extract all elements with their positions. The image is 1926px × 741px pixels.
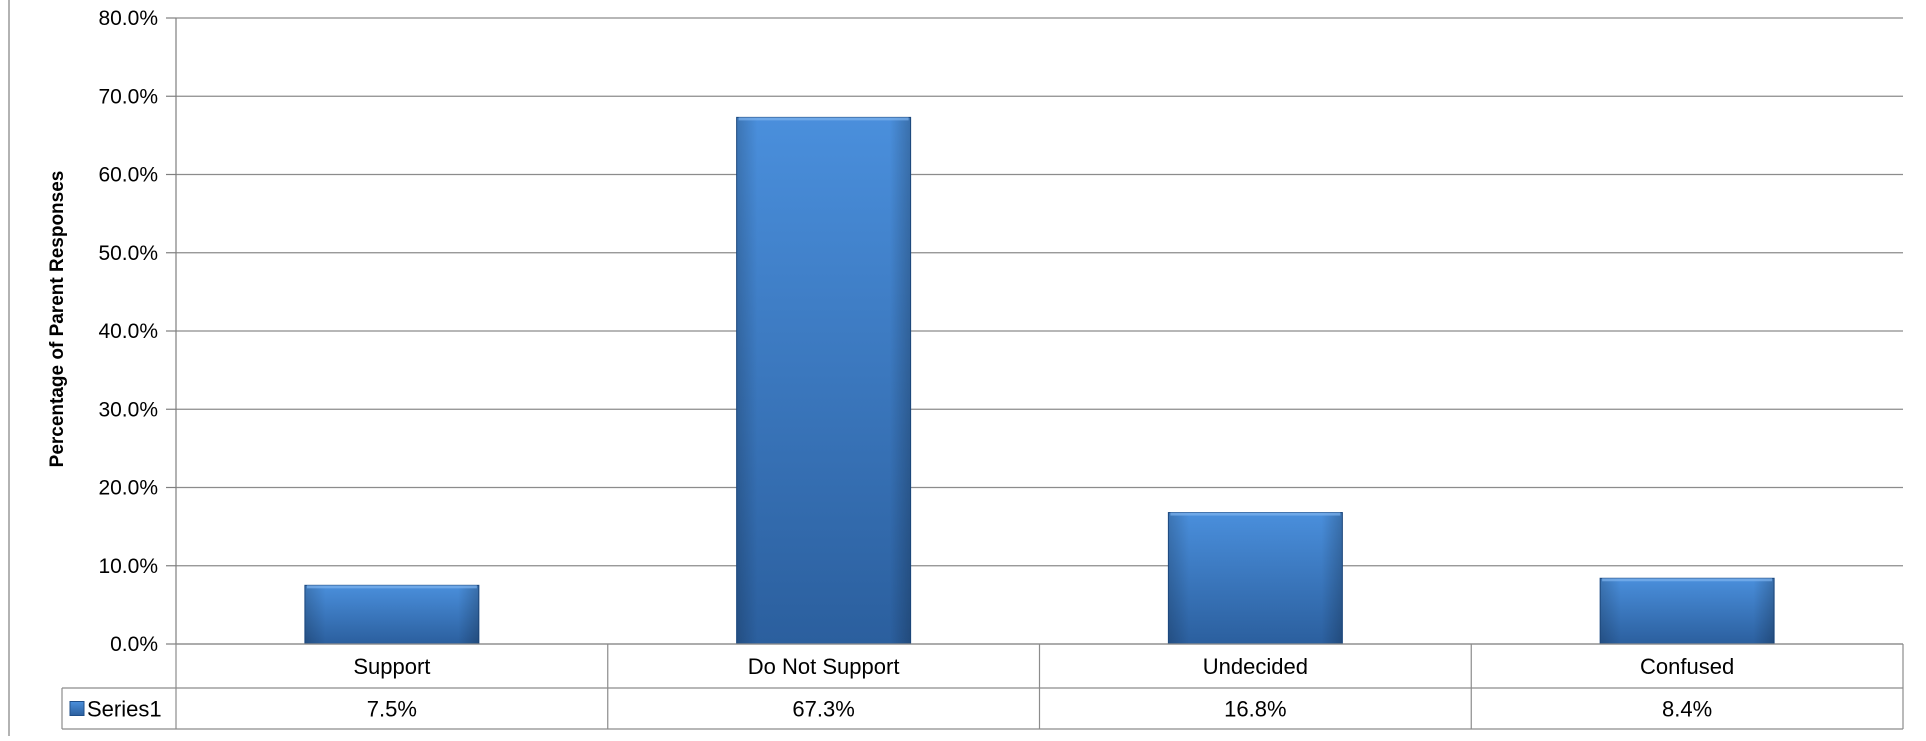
y-tick-label: 60.0% xyxy=(98,164,158,187)
y-tick-label: 0.0% xyxy=(110,633,158,656)
y-axis-label: Percentage of Parent Responses xyxy=(47,171,68,468)
bar-shade xyxy=(736,117,911,644)
data-value-label: 8.4% xyxy=(1662,697,1712,722)
y-tick-label: 40.0% xyxy=(98,320,158,343)
y-tick-label: 70.0% xyxy=(98,85,158,108)
bar-shade xyxy=(1168,512,1343,644)
category-label: Confused xyxy=(1640,654,1734,679)
y-tick-label: 80.0% xyxy=(98,7,158,30)
category-label: Support xyxy=(353,654,430,679)
y-axis-ticks: 0.0% 10.0% 20.0% 30.0% 40.0% 50.0% 60.0% 70.0% 8… xyxy=(98,7,177,656)
bar-shade xyxy=(304,585,479,644)
legend-swatch xyxy=(69,701,85,716)
y-tick-label: 20.0% xyxy=(98,477,158,500)
bar-shade xyxy=(1600,578,1775,644)
bar-highlight xyxy=(306,585,477,589)
legend-series-label: Series1 xyxy=(87,697,162,722)
category-label: Undecided xyxy=(1203,654,1308,679)
data-table: Support 7.5% Do Not Support 67.3% Undecided 1… xyxy=(61,643,1904,730)
category-label: Do Not Support xyxy=(748,654,900,679)
y-tick-label: 10.0% xyxy=(98,555,158,578)
y-tick-label: 50.0% xyxy=(98,242,158,265)
bar-highlight xyxy=(738,117,909,121)
data-value-label: 7.5% xyxy=(367,697,417,722)
data-value-label: 67.3% xyxy=(792,697,854,722)
bars xyxy=(304,116,1775,645)
data-value-label: 16.8% xyxy=(1224,697,1286,722)
gridlines xyxy=(176,17,1903,645)
bar-highlight xyxy=(1170,512,1341,516)
y-tick-label: 30.0% xyxy=(98,398,158,421)
bar-highlight xyxy=(1602,578,1773,582)
